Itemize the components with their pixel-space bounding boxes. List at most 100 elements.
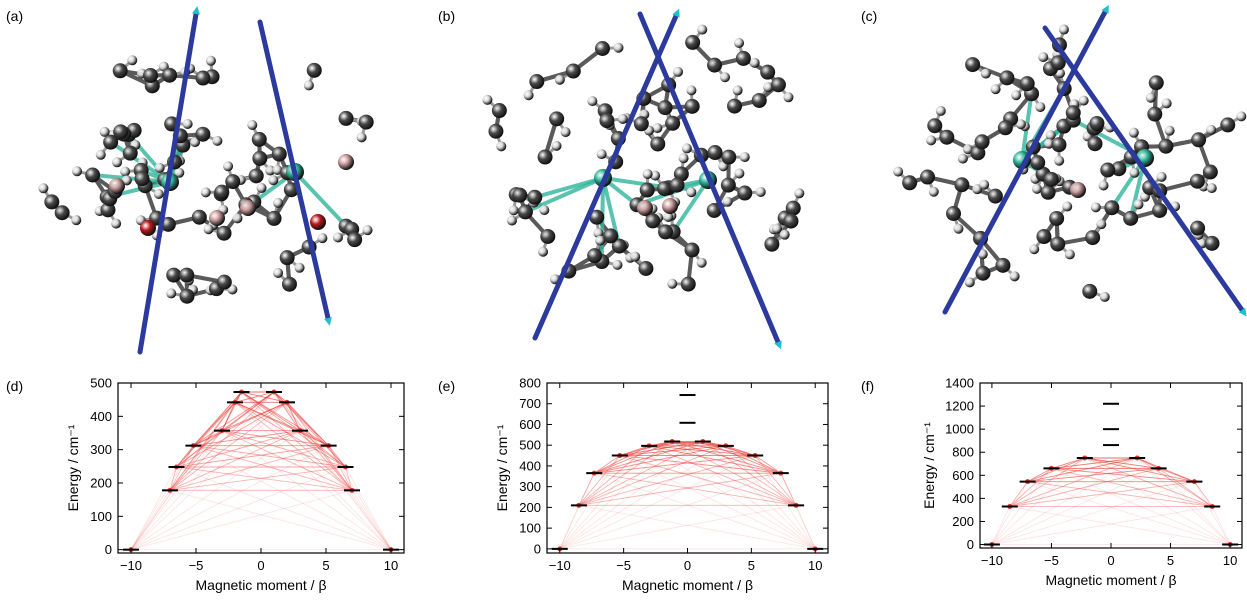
transition-line	[130, 466, 177, 550]
transition-line	[649, 445, 756, 457]
transition-line	[1027, 481, 1213, 507]
transition-line	[991, 481, 1029, 545]
carbon-atom	[195, 126, 211, 142]
hydrogen-atom	[1043, 138, 1054, 149]
transition-line	[559, 472, 595, 550]
carbon-atom	[113, 124, 129, 140]
carbon-atom	[191, 209, 207, 225]
y-tick-label: 100	[519, 521, 541, 536]
transition-line	[1009, 481, 1195, 507]
carbon-atom	[216, 225, 232, 241]
hydrogen-atom	[928, 186, 939, 197]
transition-line	[328, 445, 353, 491]
transition-line	[672, 441, 781, 474]
plot-frame	[979, 382, 1243, 549]
transition-point	[778, 470, 784, 476]
carbon-atom	[974, 134, 990, 150]
carbon-atom	[1050, 55, 1066, 71]
y-tick-label: 0	[105, 542, 112, 557]
transition-line	[273, 391, 353, 491]
carbon-atom	[645, 213, 661, 229]
carbon-atom	[1202, 164, 1218, 180]
y-tick-label: 1200	[945, 399, 974, 414]
hydrogen-atom	[593, 228, 604, 239]
carbon-atom	[997, 120, 1013, 136]
carbon-atom	[902, 175, 918, 191]
transition-line	[130, 402, 236, 550]
transition-line	[176, 445, 329, 468]
transition-line	[619, 445, 650, 456]
carbon-atom	[179, 288, 195, 304]
hydrogen-atom	[508, 205, 519, 216]
carbon-atom	[54, 205, 70, 221]
transition-line	[169, 466, 177, 491]
hydrogen-atom	[1032, 183, 1043, 194]
carbon-atom	[162, 67, 178, 83]
carbon-atom	[281, 276, 297, 292]
transition-line	[169, 445, 329, 491]
transition-point	[1082, 455, 1088, 461]
carbon-atom	[760, 64, 776, 80]
hydrogen-atom	[153, 188, 164, 199]
transition-line	[754, 455, 797, 506]
panel-label-b: (b)	[438, 8, 456, 24]
carbon-atom	[1019, 76, 1035, 92]
hydrogen-atom	[496, 141, 507, 152]
transition-line	[619, 455, 816, 550]
hydrogen-atom	[673, 66, 684, 77]
hydrogen-atom	[1099, 291, 1110, 302]
transition-point	[752, 453, 758, 459]
carbon-atom	[122, 145, 138, 161]
transition-line	[130, 445, 329, 551]
bonds	[486, 28, 801, 286]
transition-line	[559, 445, 727, 550]
transition-line	[273, 391, 329, 446]
plot-frame	[117, 382, 405, 554]
transition-line	[578, 445, 726, 506]
transition-lines	[128, 389, 394, 553]
transition-line	[221, 430, 329, 447]
transition-line	[299, 430, 346, 468]
carbon-atom	[549, 111, 565, 127]
transition-line	[671, 441, 816, 550]
hydrogen-atom	[779, 229, 790, 240]
transition-line	[594, 441, 673, 474]
hydrogen-atom	[678, 153, 689, 164]
transition-line	[169, 401, 288, 491]
hydrogen-atom	[794, 188, 805, 199]
transition-point	[232, 399, 238, 405]
transition-line	[1027, 457, 1138, 483]
hydrogen-atom	[72, 166, 83, 177]
x-tick-label: −10	[120, 558, 142, 573]
carbon-atom	[1191, 132, 1207, 148]
transition-line	[780, 472, 797, 506]
hydrogen-atom	[979, 179, 990, 190]
y-tick-label: 300	[90, 442, 112, 457]
carbon-atom	[1085, 230, 1101, 246]
hydrogen-atom	[273, 267, 284, 278]
transition-line	[594, 455, 756, 474]
hydrogen-atom	[506, 215, 517, 226]
carbon-atom	[737, 185, 753, 201]
carbon-atom	[160, 216, 176, 232]
hydrogen-atom	[112, 157, 123, 168]
transition-line	[594, 472, 816, 550]
carbon-atom	[166, 267, 182, 283]
carbon-atom	[1123, 210, 1139, 226]
transition-line	[234, 401, 346, 468]
hydrogen-atom	[1045, 130, 1056, 141]
panel-label-c: (c)	[861, 8, 878, 24]
transition-line	[991, 481, 1195, 545]
transition-line	[221, 430, 353, 491]
x-tick-label: 0	[1107, 553, 1114, 568]
chart-2: −10 −5 0 5 10 0 200 400 600 800 1000 1200 1400 Magnet…	[921, 376, 1243, 588]
transition-line	[273, 391, 346, 468]
transition-line	[780, 472, 816, 550]
transition-line	[594, 472, 797, 506]
transition-line	[559, 472, 781, 550]
x-axis-label: Magnetic moment / β	[622, 577, 753, 593]
hydrogen-atom	[560, 127, 571, 138]
hydrogen-atom	[980, 68, 991, 79]
y-tick-label: 200	[519, 500, 541, 515]
transition-line	[1009, 457, 1138, 507]
